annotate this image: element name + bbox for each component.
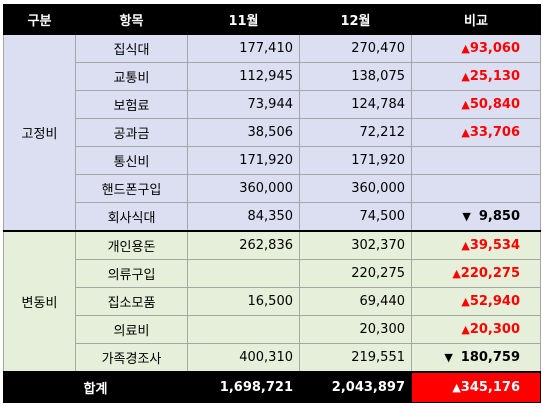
up-arrow-icon: ▲ [461, 239, 470, 252]
header-row: 구분 항목 11월 12월 비교 [3, 4, 541, 35]
up-arrow-icon: ▲ [461, 70, 470, 83]
up-arrow-icon: ▲ [452, 267, 461, 280]
december-value: 69,440 [299, 287, 412, 316]
header-item: 항목 [75, 4, 188, 35]
total-row: 합계 1,698,721 2,043,897 ▲345,176 [3, 371, 541, 403]
compare-diff: 9,850 [478, 209, 520, 224]
november-value: 177,410 [187, 34, 300, 63]
december-value: 124,784 [299, 90, 412, 119]
item-name: 집소모품 [75, 287, 188, 316]
item-name: 집식대 [75, 34, 188, 63]
compare-value [411, 146, 541, 175]
compare-value: ▲52,940 [411, 287, 541, 316]
table-row: 고정비 집식대 177,410 270,470 ▲93,060 [3, 34, 541, 232]
item-name: 회사식대 [75, 202, 188, 232]
table-row: 가족경조사 400,310 219,551 ▼ 180,759 [4, 343, 541, 373]
down-arrow-icon: ▼ [444, 351, 453, 364]
november-value [187, 259, 300, 288]
header-category: 구분 [3, 4, 76, 35]
table-row: 회사식대 84,350 74,500 ▼ 9,850 [4, 202, 541, 232]
header-december: 12월 [299, 4, 412, 35]
compare-diff: 93,060 [469, 41, 520, 56]
november-value: 400,310 [187, 343, 300, 373]
compare-value: ▲50,840 [411, 90, 541, 119]
table-body: 고정비 집식대 177,410 270,470 ▲93,060 교통비 112,945 138… [3, 34, 541, 373]
up-arrow-icon: ▲ [461, 323, 470, 336]
november-value: 38,506 [187, 118, 300, 147]
header-compare: 비교 [411, 4, 541, 35]
december-value: 20,300 [299, 315, 412, 344]
compare-value: ▲33,706 [411, 118, 541, 147]
item-name: 개인용돈 [75, 230, 188, 260]
table-row: 통신비 171,920 171,920 [4, 146, 541, 175]
total-compare: ▲345,176 [411, 371, 541, 403]
compare-diff: 25,130 [469, 69, 520, 84]
compare-value: ▲93,060 [411, 34, 541, 63]
december-value: 270,470 [299, 34, 412, 63]
november-value: 171,920 [187, 146, 300, 175]
compare-diff: 180,759 [460, 350, 520, 365]
november-value: 112,945 [187, 62, 300, 91]
item-name: 핸드폰구입 [75, 174, 188, 203]
december-value: 360,000 [299, 174, 412, 203]
compare-diff: 52,940 [469, 294, 520, 309]
up-arrow-icon: ▲ [461, 42, 470, 55]
november-value: 84,350 [187, 202, 300, 232]
compare-value [411, 174, 541, 203]
up-arrow-icon: ▲ [461, 126, 470, 139]
up-arrow-icon: ▲ [461, 295, 470, 308]
compare-diff: 220,275 [460, 266, 520, 281]
compare-value: ▲39,534 [411, 230, 541, 260]
compare-diff: 39,534 [469, 238, 520, 253]
compare-value: ▲220,275 [411, 259, 541, 288]
december-value: 171,920 [299, 146, 412, 175]
november-value: 262,836 [187, 230, 300, 260]
december-value: 219,551 [299, 343, 412, 373]
up-arrow-icon: ▲ [452, 381, 461, 394]
november-value: 360,000 [187, 174, 300, 203]
item-name: 가족경조사 [75, 343, 188, 373]
table-row: 변동비 개인용돈 262,836 302,370 ▲39,534 [3, 230, 541, 373]
total-november: 1,698,721 [187, 371, 300, 403]
total-diff: 345,176 [460, 380, 520, 395]
december-value: 138,075 [299, 62, 412, 91]
compare-value: ▼ 180,759 [411, 343, 541, 373]
table-row: 집소모품 16,500 69,440 ▲52,940 [4, 287, 541, 316]
compare-value: ▲25,130 [411, 62, 541, 91]
item-name: 보험료 [75, 90, 188, 119]
november-value [187, 315, 300, 344]
table-row: 공과금 38,506 72,212 ▲33,706 [4, 118, 541, 147]
november-value: 16,500 [187, 287, 300, 316]
group-label: 고정비 [3, 34, 76, 232]
december-value: 302,370 [299, 230, 412, 260]
budget-comparison-table: 구분 항목 11월 12월 비교 고정비 집식대 177,410 270,470 ▲93… [3, 4, 541, 403]
item-name: 교통비 [75, 62, 188, 91]
december-value: 74,500 [299, 202, 412, 232]
table-row: 핸드폰구입 360,000 360,000 [4, 174, 541, 203]
compare-diff: 50,840 [469, 97, 520, 112]
december-value: 220,275 [299, 259, 412, 288]
total-december: 2,043,897 [299, 371, 412, 403]
down-arrow-icon: ▼ [462, 210, 471, 223]
total-label: 합계 [3, 371, 188, 403]
table-row: 교통비 112,945 138,075 ▲25,130 [4, 62, 541, 91]
item-name: 통신비 [75, 146, 188, 175]
compare-value: ▲20,300 [411, 315, 541, 344]
header-november: 11월 [187, 4, 300, 35]
up-arrow-icon: ▲ [461, 98, 470, 111]
compare-diff: 33,706 [469, 125, 520, 140]
group-label: 변동비 [3, 230, 76, 373]
compare-value: ▼ 9,850 [411, 202, 541, 232]
item-name: 공과금 [75, 118, 188, 147]
item-name: 의료비 [75, 315, 188, 344]
november-value: 73,944 [187, 90, 300, 119]
table-row: 보험료 73,944 124,784 ▲50,840 [4, 90, 541, 119]
item-name: 의류구입 [75, 259, 188, 288]
compare-diff: 20,300 [469, 322, 520, 337]
table-row: 의류구입 220,275 ▲220,275 [4, 259, 541, 288]
december-value: 72,212 [299, 118, 412, 147]
table-row: 의료비 20,300 ▲20,300 [4, 315, 541, 344]
